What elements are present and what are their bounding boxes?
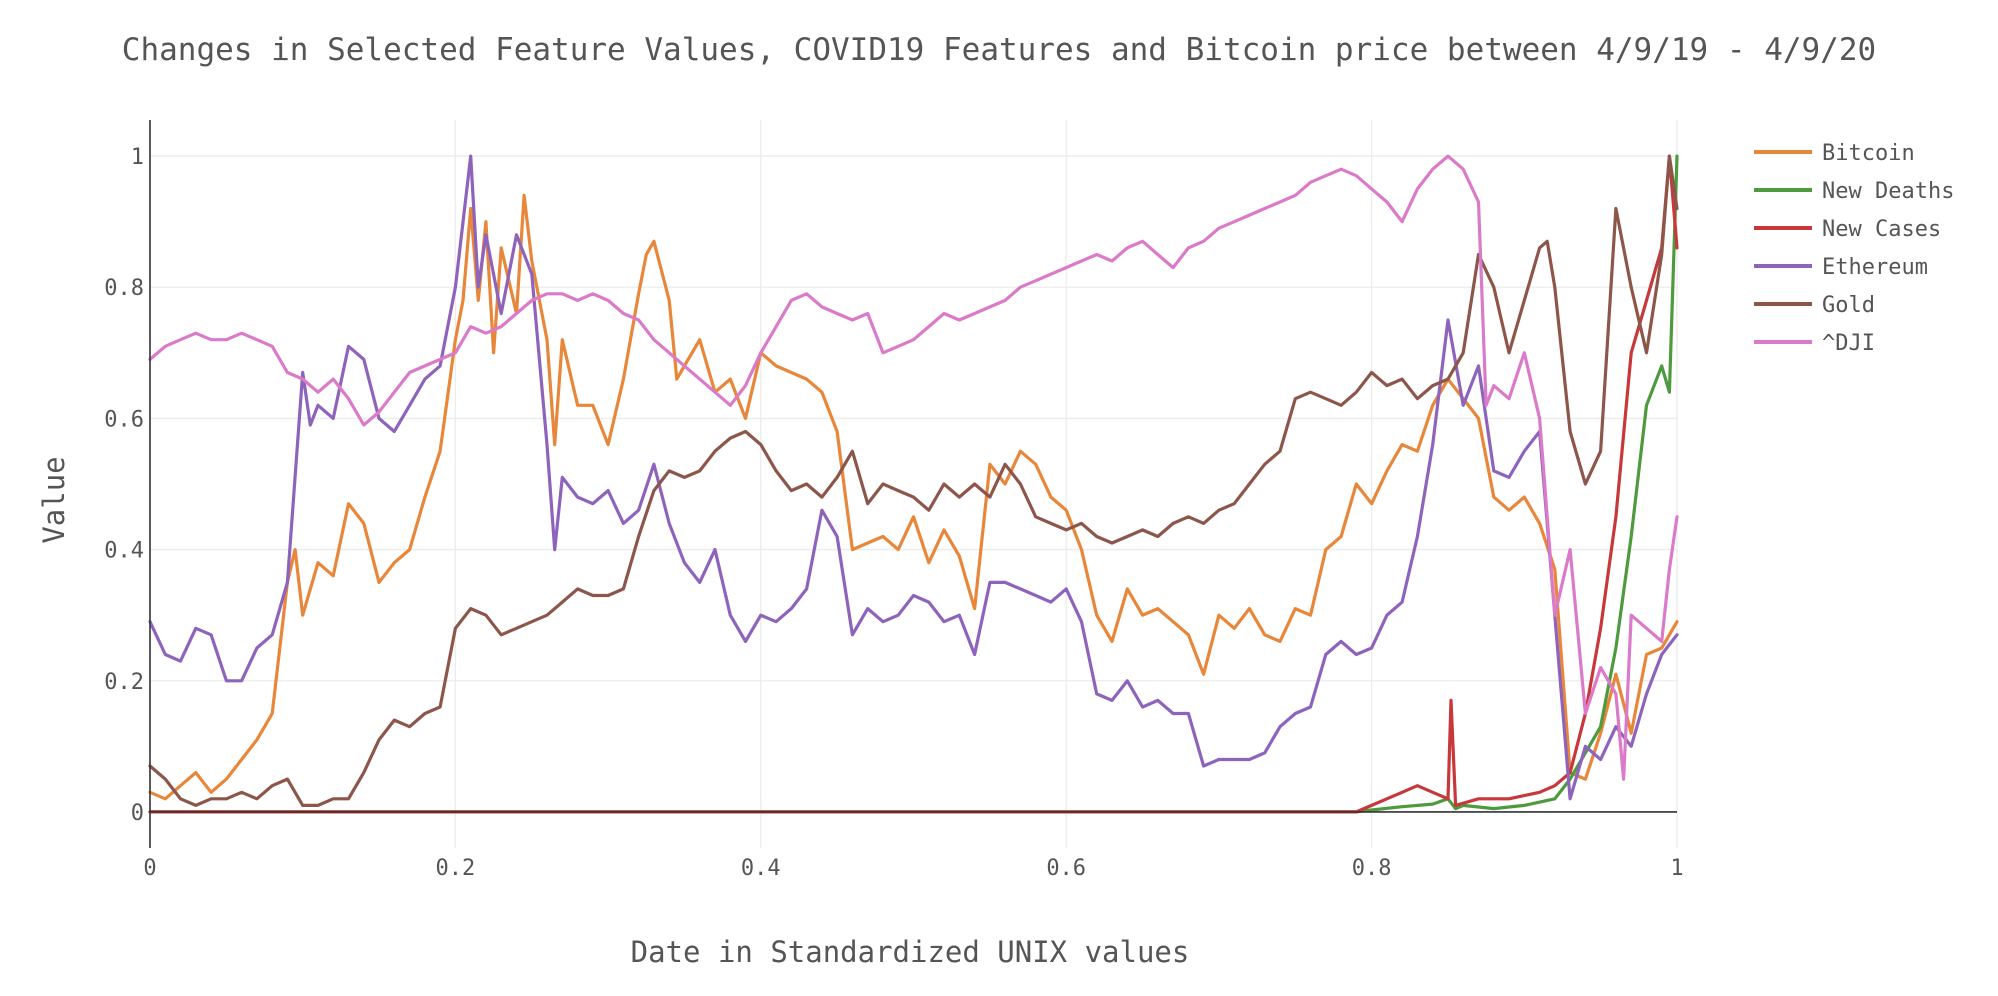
series-line-gold: [148, 154, 1679, 808]
y-tick-label: 1: [131, 145, 144, 170]
axes: 0 0.2 0.4 0.6 0.8 1 0 0.2 0.4 0.6 0.8 1: [104, 120, 1684, 881]
legend[interactable]: Bitcoin New Deaths New Cases Ethereum Gold ^D…: [1754, 141, 1954, 356]
legend-item-bitcoin[interactable]: Bitcoin: [1754, 141, 1915, 166]
legend-item-gold[interactable]: Gold: [1754, 293, 1875, 318]
y-tick-label: 0.4: [104, 539, 144, 564]
series-line-ethereum: [148, 154, 1679, 801]
series-line-new-cases: [148, 154, 1679, 814]
series-line-bitcoin: [148, 193, 1679, 801]
x-tick-label: 0.2: [436, 856, 476, 881]
x-tick-label: 0.8: [1352, 856, 1392, 881]
legend-label: Ethereum: [1822, 255, 1928, 280]
x-tick-label: 0: [143, 856, 156, 881]
legend-label: Gold: [1822, 293, 1875, 318]
legend-label: New Deaths: [1822, 179, 1954, 204]
x-tick-label: 0.6: [1046, 856, 1086, 881]
legend-label: Bitcoin: [1822, 141, 1915, 166]
x-axis-label: Date in Standardized UNIX values: [631, 935, 1190, 969]
y-axis-label: Value: [37, 456, 71, 543]
y-tick-label: 0.8: [104, 276, 144, 301]
x-tick-label: 0.4: [741, 856, 781, 881]
legend-label: New Cases: [1822, 217, 1941, 242]
legend-item-dji[interactable]: ^DJI: [1754, 331, 1875, 356]
series-line-dji: [148, 154, 1679, 781]
legend-label: ^DJI: [1822, 331, 1875, 356]
series-line-new-deaths: [148, 154, 1679, 814]
chart-title: Changes in Selected Feature Values, COVI…: [122, 32, 1876, 68]
x-tick-label: 1: [1670, 856, 1683, 881]
y-tick-label: 0.2: [104, 670, 144, 695]
y-tick-label: 0: [131, 801, 144, 826]
legend-item-ethereum[interactable]: Ethereum: [1754, 255, 1928, 280]
series-lines: [148, 154, 1679, 814]
legend-item-new-cases[interactable]: New Cases: [1754, 217, 1941, 242]
legend-item-new-deaths[interactable]: New Deaths: [1754, 179, 1954, 204]
y-tick-label: 0.6: [104, 407, 144, 432]
